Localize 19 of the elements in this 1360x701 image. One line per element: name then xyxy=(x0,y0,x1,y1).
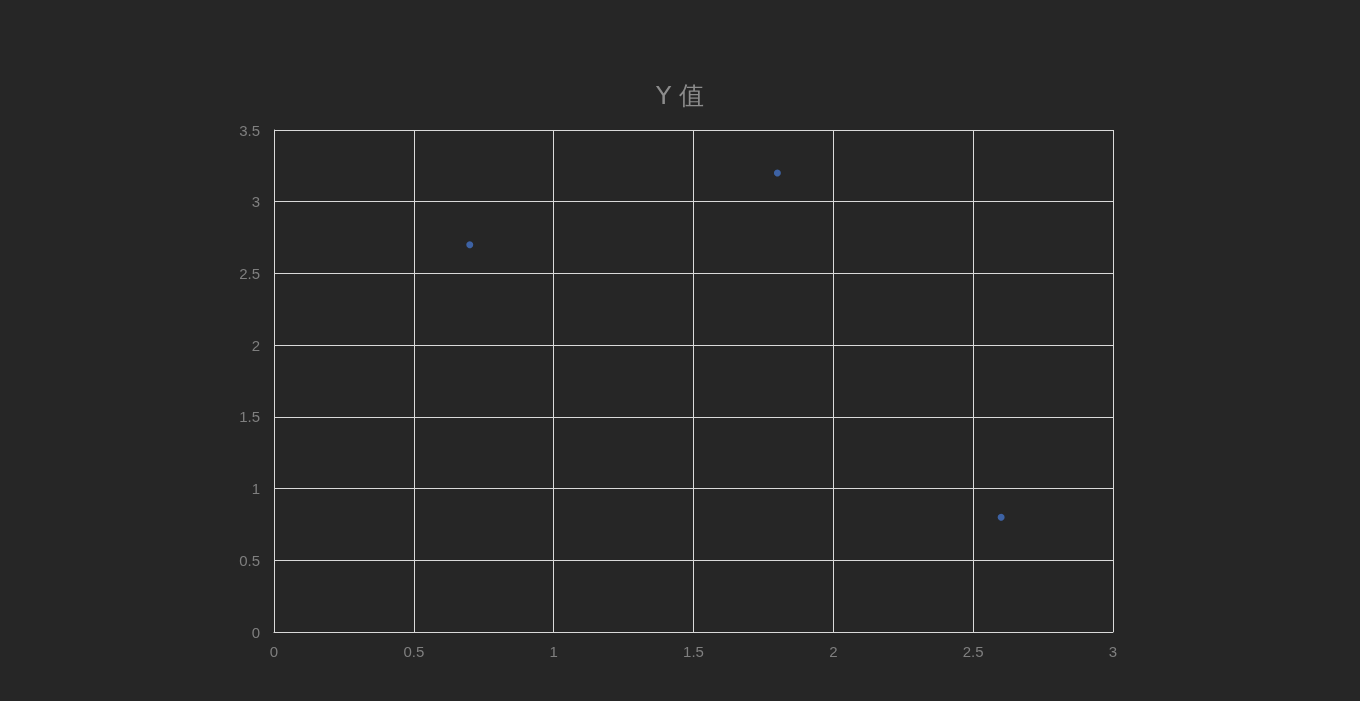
x-tick-label: 2.5 xyxy=(962,643,984,660)
x-tick-label: 1 xyxy=(549,643,558,660)
point xyxy=(997,513,1005,521)
y-tick-label: 2.5 xyxy=(239,264,260,282)
point xyxy=(773,169,781,177)
x-tick-label: 2 xyxy=(829,643,838,660)
x-tick-label: 0.5 xyxy=(403,643,425,660)
chart-title: Y 值 xyxy=(654,81,705,110)
y-tick-label: 0.5 xyxy=(239,551,260,569)
y-tick-label: 1.5 xyxy=(239,408,260,426)
y-tick-label: 2 xyxy=(251,336,260,354)
y-tick-label: 1 xyxy=(251,480,260,498)
x-tick-label: 0 xyxy=(269,643,279,660)
y-tick-label: 3.5 xyxy=(239,121,260,139)
y-tick-label: 0 xyxy=(251,623,260,641)
y-tick-label: 3 xyxy=(251,193,260,211)
x-tick-label: 3 xyxy=(1108,643,1118,660)
point xyxy=(466,241,474,249)
x-tick-label: 1.5 xyxy=(683,643,704,660)
